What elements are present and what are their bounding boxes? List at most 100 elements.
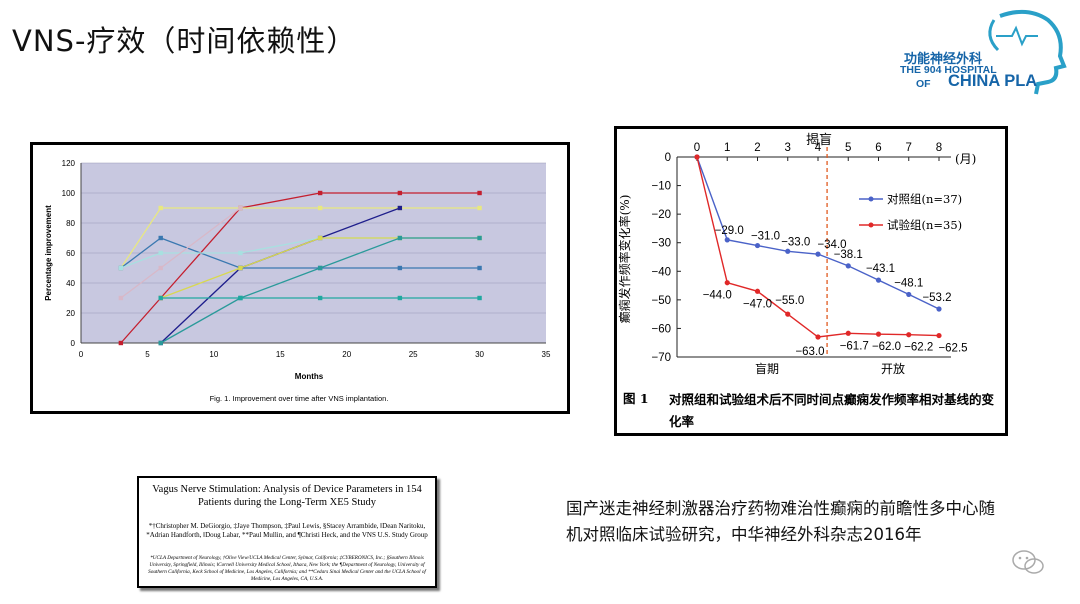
logo-line-2: THE 904 HOSPITAL: [900, 64, 997, 76]
x-tick-label: 10: [209, 350, 218, 359]
data-point: [724, 237, 730, 243]
paper-title: Vagus Nerve Stimulation: Analysis of Dev…: [152, 484, 422, 508]
legend-marker-control: [868, 196, 874, 202]
x-tick-label: 4: [815, 142, 822, 154]
legend-marker-trial: [868, 222, 874, 228]
x-tick-label: 2: [754, 142, 760, 154]
x-axis-label: Months: [295, 372, 324, 381]
data-point: [317, 265, 323, 271]
y-tick-label: 0: [665, 152, 671, 164]
wechat-icon: [1012, 550, 1044, 574]
vns-improvement-chart-svg: 0 20 40 60 80 100 120 0 5 10 15 20 25 30 35 Months Per…: [44, 159, 551, 403]
y-axis-label: Percentage improvement: [44, 205, 53, 301]
data-point: [238, 205, 243, 211]
slide-title: VNS-疗效（时间依赖性）: [12, 24, 357, 58]
data-label: −33.0: [781, 236, 810, 248]
data-point: [906, 291, 912, 298]
legend-label-trial: 试验组(n=35): [887, 218, 962, 232]
data-point: [477, 265, 482, 271]
data-label: −38.1: [834, 249, 863, 261]
legend: 对照组(n=37) 试验组(n=35): [859, 192, 962, 232]
data-label: −62.2: [904, 342, 933, 354]
data-label: −62.0: [872, 341, 901, 353]
data-point: [936, 306, 942, 312]
y-tick-label: −70: [651, 352, 671, 364]
data-point: [845, 263, 851, 269]
series-line-1: [120, 207, 480, 269]
data-point: [785, 248, 791, 254]
data-label: −53.2: [922, 292, 951, 304]
chart-caption: Fig. 1. Improvement over time after VNS …: [210, 394, 389, 403]
data-point: [477, 190, 482, 196]
series-line-0: [120, 192, 480, 344]
data-point: [238, 250, 243, 256]
x-tick-label: 5: [145, 350, 150, 359]
data-point: [317, 190, 323, 196]
head-profile-icon: [988, 9, 1067, 95]
y-tick-label: −60: [651, 323, 671, 335]
paper-authors: *†Christopher M. DeGiorgio, ‡Jaye Thomps…: [146, 522, 428, 539]
data-label: −47.0: [743, 298, 772, 310]
data-point: [845, 330, 851, 336]
y-tick-label: 80: [66, 219, 75, 228]
data-point: [477, 205, 482, 211]
y-tick-label: 100: [62, 189, 76, 198]
x-tick-label: 8: [936, 142, 942, 154]
data-point: [317, 205, 323, 211]
y-tick-label: 120: [62, 159, 76, 168]
paper-affiliations: *UCLA Department of Neurology, †Olive Vi…: [148, 555, 426, 582]
x-tick-label: 7: [906, 142, 912, 154]
y-tick-label: 0: [71, 339, 76, 348]
logo-line-3-of: OF: [916, 78, 931, 90]
hospital-logo: 功能神经外科 THE 904 HOSPITAL OF CHINA PLA: [888, 6, 1073, 98]
y-tick-label: 20: [66, 309, 75, 318]
y-tick-label: −40: [651, 266, 671, 278]
x-tick-label: 25: [409, 350, 418, 359]
data-point: [158, 340, 163, 346]
x-tick-label: 0: [694, 142, 700, 154]
data-label: −31.0: [751, 231, 780, 243]
data-point: [118, 340, 124, 346]
x-tick-label: 0: [79, 350, 84, 359]
y-axis-label: 癫痫发作频率变化率(%): [617, 195, 632, 324]
unblinding-label: 揭盲: [806, 132, 832, 148]
data-point: [238, 295, 243, 301]
data-point: [397, 190, 403, 196]
vns-improvement-chart: 0 20 40 60 80 100 120 0 5 10 15 20 25 30 35 Months Per…: [30, 142, 570, 414]
x-tick-label: 5: [845, 142, 851, 154]
y-tick-label: 40: [66, 279, 75, 288]
data-point: [754, 288, 761, 294]
data-point: [158, 235, 163, 241]
data-label: −29.0: [715, 225, 744, 237]
phase-label-blind: 盲期: [755, 361, 779, 376]
data-label: −44.0: [703, 290, 732, 302]
logo-line-3-name: CHINA PLA: [948, 72, 1038, 90]
phase-label-open: 开放: [881, 361, 905, 376]
y-tick-label: −20: [651, 209, 671, 221]
data-label: −43.1: [866, 263, 895, 275]
data-label: −63.0: [795, 346, 824, 358]
y-tick-label: −30: [651, 238, 671, 250]
legend-label-control: 对照组(n=37): [887, 192, 962, 206]
y-tick-label: −10: [651, 181, 671, 193]
x-tick-label: 6: [875, 142, 881, 154]
data-point: [317, 295, 323, 301]
data-point: [158, 265, 163, 271]
data-point: [118, 295, 124, 301]
logo-line-1: 功能神经外科: [904, 52, 983, 67]
data-point: [477, 235, 482, 241]
data-point: [397, 235, 403, 241]
data-point: [397, 265, 403, 271]
x-tick-label: 15: [276, 350, 285, 359]
series-line-3: [120, 237, 480, 269]
x-tick-label: 35: [542, 350, 551, 359]
data-point: [906, 332, 912, 338]
data-point: [238, 265, 243, 271]
caption-label: 图 1: [623, 391, 649, 406]
data-point: [397, 295, 403, 301]
data-point: [694, 154, 700, 160]
data-point: [477, 295, 482, 301]
data-point: [158, 205, 163, 211]
data-label: −55.0: [775, 295, 804, 307]
x-unit-label: (月): [955, 152, 976, 166]
